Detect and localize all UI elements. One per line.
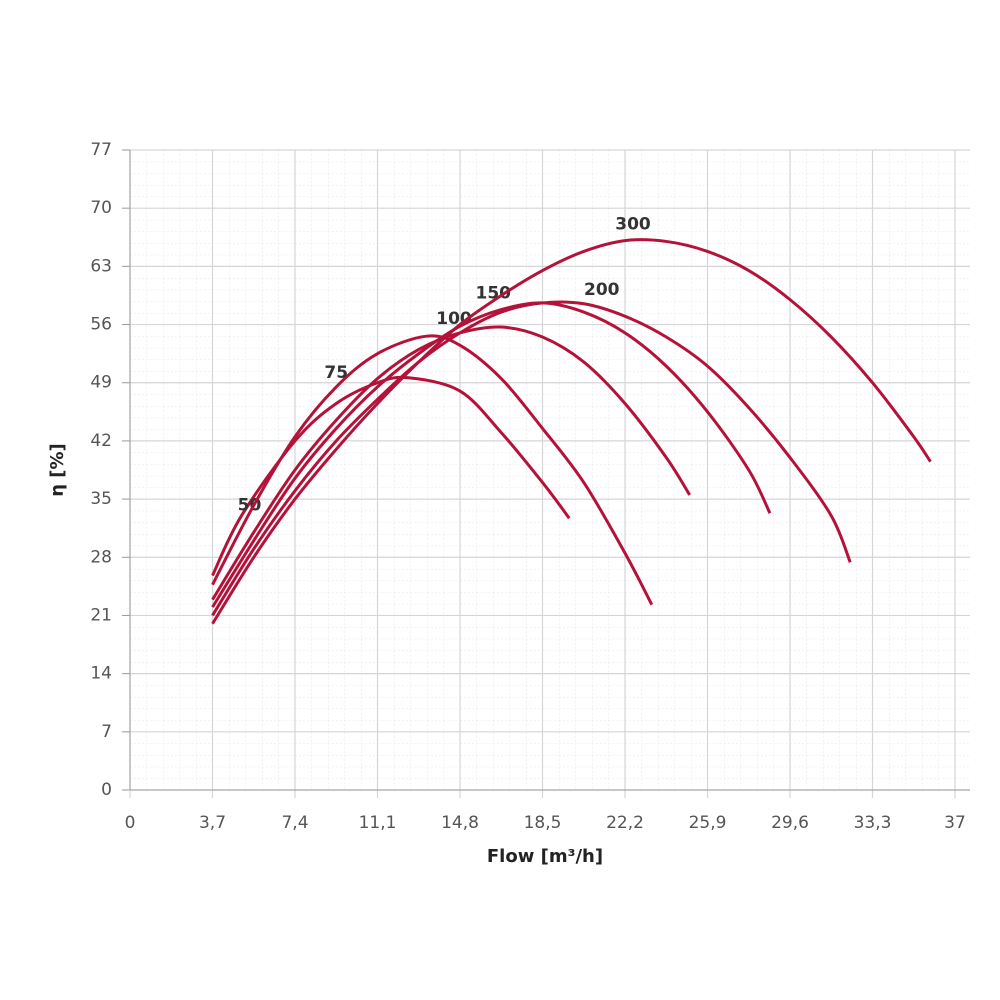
y-tick-label: 49 <box>90 373 112 393</box>
y-tick-label: 0 <box>101 780 112 800</box>
curve <box>211 301 772 608</box>
x-tick-label: 25,9 <box>689 813 727 833</box>
x-tick-label: 37 <box>944 813 966 833</box>
y-tick-label: 28 <box>90 547 112 567</box>
x-tick-label: 0 <box>125 813 136 833</box>
y-tick-label: 70 <box>90 198 112 218</box>
plot-area <box>130 150 970 790</box>
x-axis-title: Flow [m³/h] <box>487 846 603 867</box>
curve <box>211 238 932 625</box>
y-tick-label: 7 <box>101 722 112 742</box>
x-tick-label: 18,5 <box>524 813 562 833</box>
x-tick-label: 22,2 <box>606 813 644 833</box>
series-label: 75 <box>324 363 348 383</box>
y-tick-label: 77 <box>90 140 112 160</box>
curve <box>211 300 852 617</box>
curve <box>211 375 571 577</box>
series-label: 300 <box>615 215 651 235</box>
y-tick-label: 42 <box>90 431 112 451</box>
x-tick-label: 3,7 <box>199 813 226 833</box>
x-tick-label: 14,8 <box>441 813 479 833</box>
y-axis-title: η [%] <box>47 443 68 497</box>
x-tick-label: 7,4 <box>281 813 308 833</box>
y-tick-label: 35 <box>90 489 112 509</box>
x-tick-label: 33,3 <box>854 813 892 833</box>
x-tick-label: 11,1 <box>359 813 397 833</box>
y-tick-label: 14 <box>90 664 112 684</box>
series-label: 200 <box>584 280 620 300</box>
series-label: 150 <box>476 284 512 304</box>
y-tick-label: 56 <box>90 315 112 335</box>
y-tick-label: 63 <box>90 256 112 276</box>
x-tick-label: 29,6 <box>771 813 809 833</box>
y-tick-label: 21 <box>90 605 112 625</box>
